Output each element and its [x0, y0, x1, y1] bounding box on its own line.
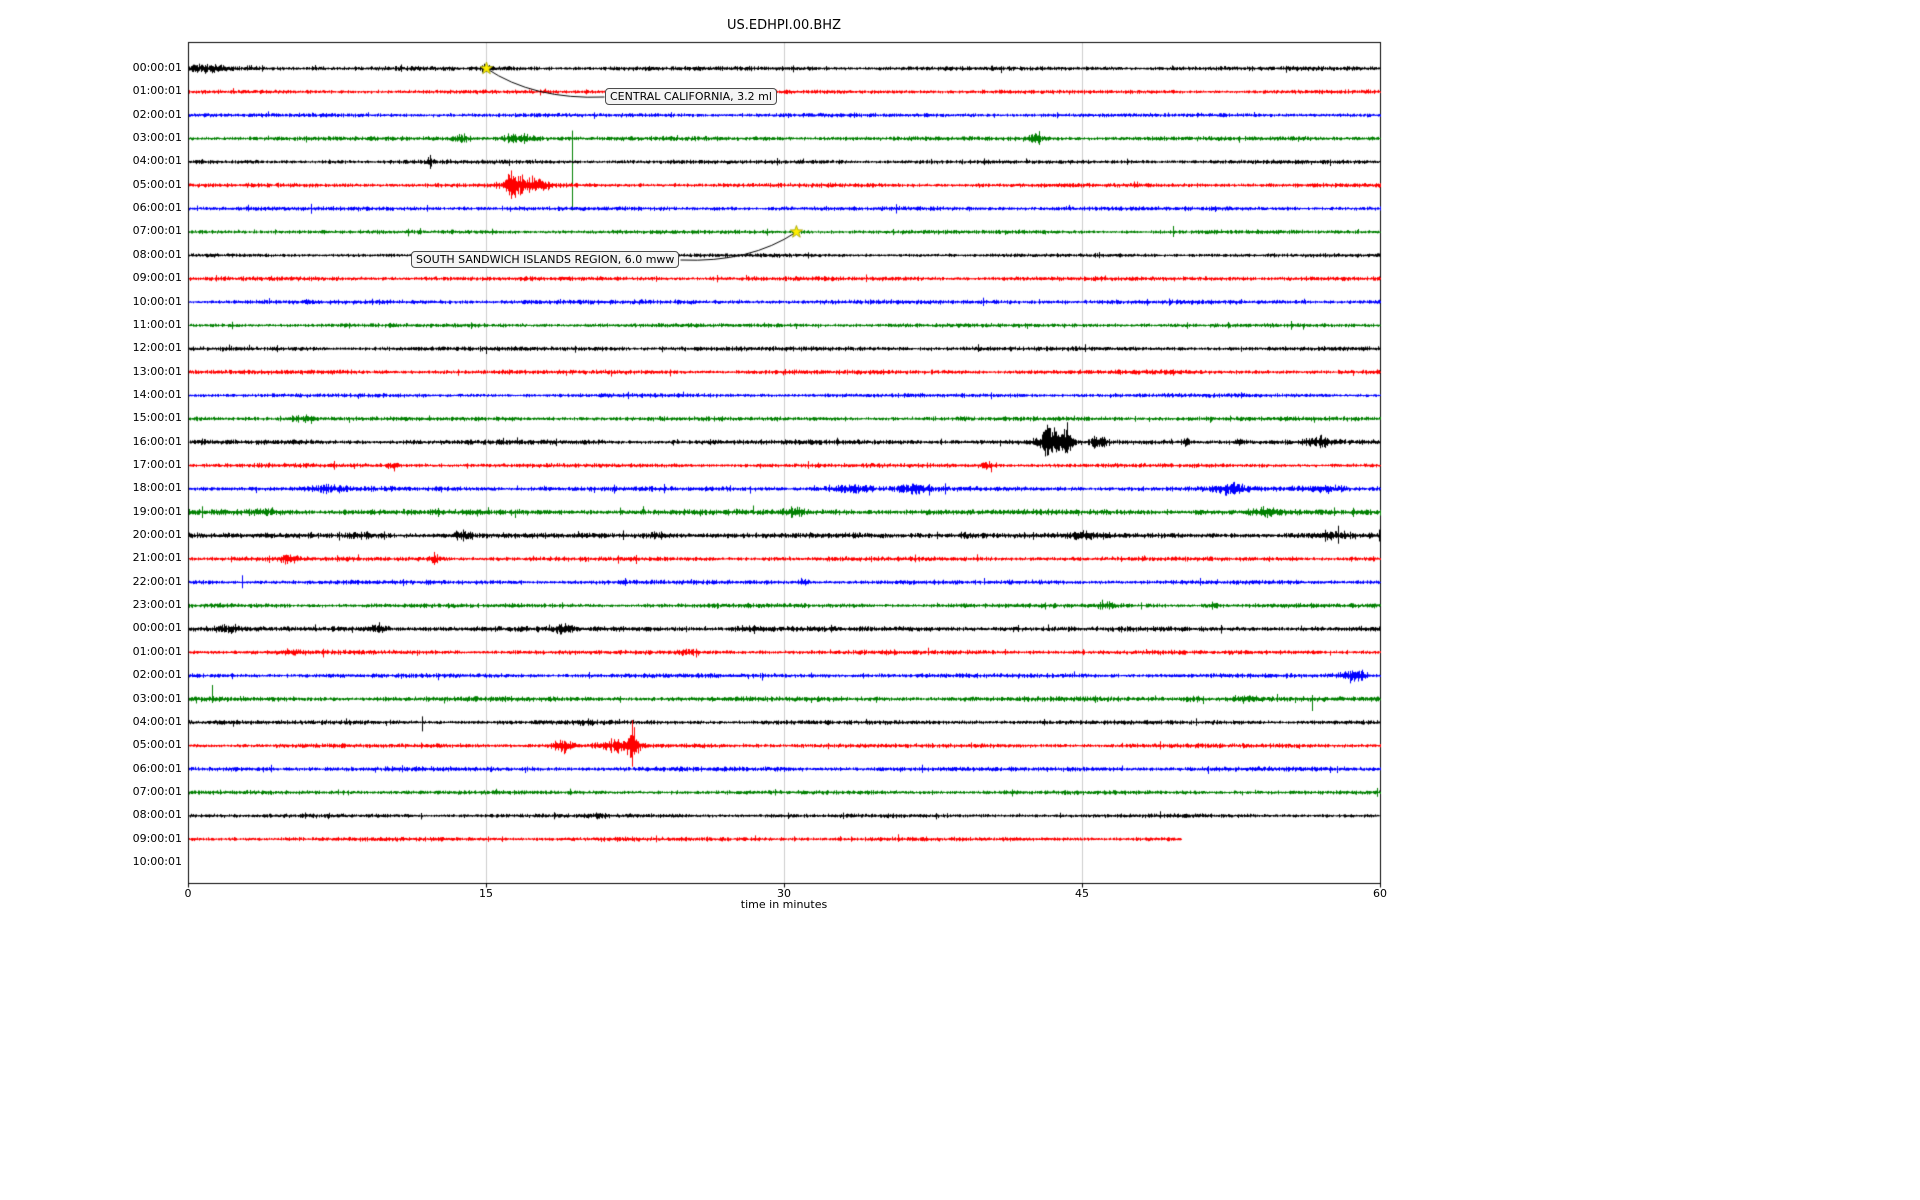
trace-time-label-2: 02:00:01: [132, 107, 182, 121]
trace-time-label-6: 06:00:01: [132, 201, 182, 215]
x-tick-label-0: 0: [184, 887, 192, 900]
trace-time-label-1: 01:00:01: [132, 84, 182, 98]
trace-time-label-33: 09:00:01: [132, 831, 182, 845]
x-tick-label-45: 45: [1075, 887, 1089, 900]
trace-time-label-17: 17:00:01: [132, 458, 182, 471]
trace-time-label-32: 08:00:01: [132, 808, 182, 822]
trace-time-label-27: 03:00:01: [132, 691, 182, 705]
trace-time-label-14: 14:00:01: [132, 387, 182, 401]
trace-time-label-22: 22:00:01: [132, 574, 182, 588]
trace-time-label-28: 04:00:01: [132, 714, 182, 728]
trace-time-label-13: 13:00:01: [132, 364, 182, 378]
trace-time-label-12: 12:00:01: [132, 341, 182, 355]
chart-title: US.EDHPI.00.BHZ: [727, 18, 841, 33]
trace-time-label-18: 18:00:01: [132, 481, 182, 495]
trace-time-label-29: 05:00:01: [132, 738, 182, 752]
event-annotation-0: CENTRAL CALIFORNIA, 3.2 ml: [605, 88, 777, 105]
trace-time-label-0: 00:00:01: [132, 61, 182, 74]
trace-time-label-5: 05:00:01: [132, 177, 182, 191]
trace-time-label-23: 23:00:01: [132, 598, 182, 612]
trace-time-label-26: 02:00:01: [132, 668, 182, 682]
trace-time-label-34: 10:00:01: [132, 855, 182, 868]
trace-time-label-10: 10:00:01: [132, 294, 182, 308]
x-axis-label: time in minutes: [740, 898, 828, 911]
event-annotation-1: SOUTH SANDWICH ISLANDS REGION, 6.0 mww: [411, 251, 680, 268]
trace-time-label-21: 21:00:01: [132, 551, 182, 565]
trace-time-label-16: 16:00:01: [132, 434, 182, 448]
x-tick-label-60: 60: [1373, 887, 1387, 900]
x-tick-label-30: 30: [777, 887, 791, 900]
trace-time-label-30: 06:00:01: [132, 761, 182, 775]
trace-time-label-11: 11:00:01: [132, 317, 182, 331]
trace-time-label-7: 07:00:01: [132, 224, 182, 238]
trace-time-label-15: 15:00:01: [132, 411, 182, 425]
trace-time-label-25: 01:00:01: [132, 644, 182, 658]
trace-time-label-9: 09:00:01: [132, 271, 182, 285]
trace-time-label-20: 20:00:01: [132, 528, 182, 542]
trace-time-label-19: 19:00:01: [132, 504, 182, 518]
x-tick-label-15: 15: [479, 887, 493, 900]
trace-time-label-3: 03:00:01: [132, 131, 182, 145]
trace-time-label-4: 04:00:01: [132, 154, 182, 168]
trace-time-label-24: 00:00:01: [132, 621, 182, 635]
trace-time-label-31: 07:00:01: [132, 784, 182, 798]
trace-time-label-8: 08:00:01: [132, 247, 182, 261]
